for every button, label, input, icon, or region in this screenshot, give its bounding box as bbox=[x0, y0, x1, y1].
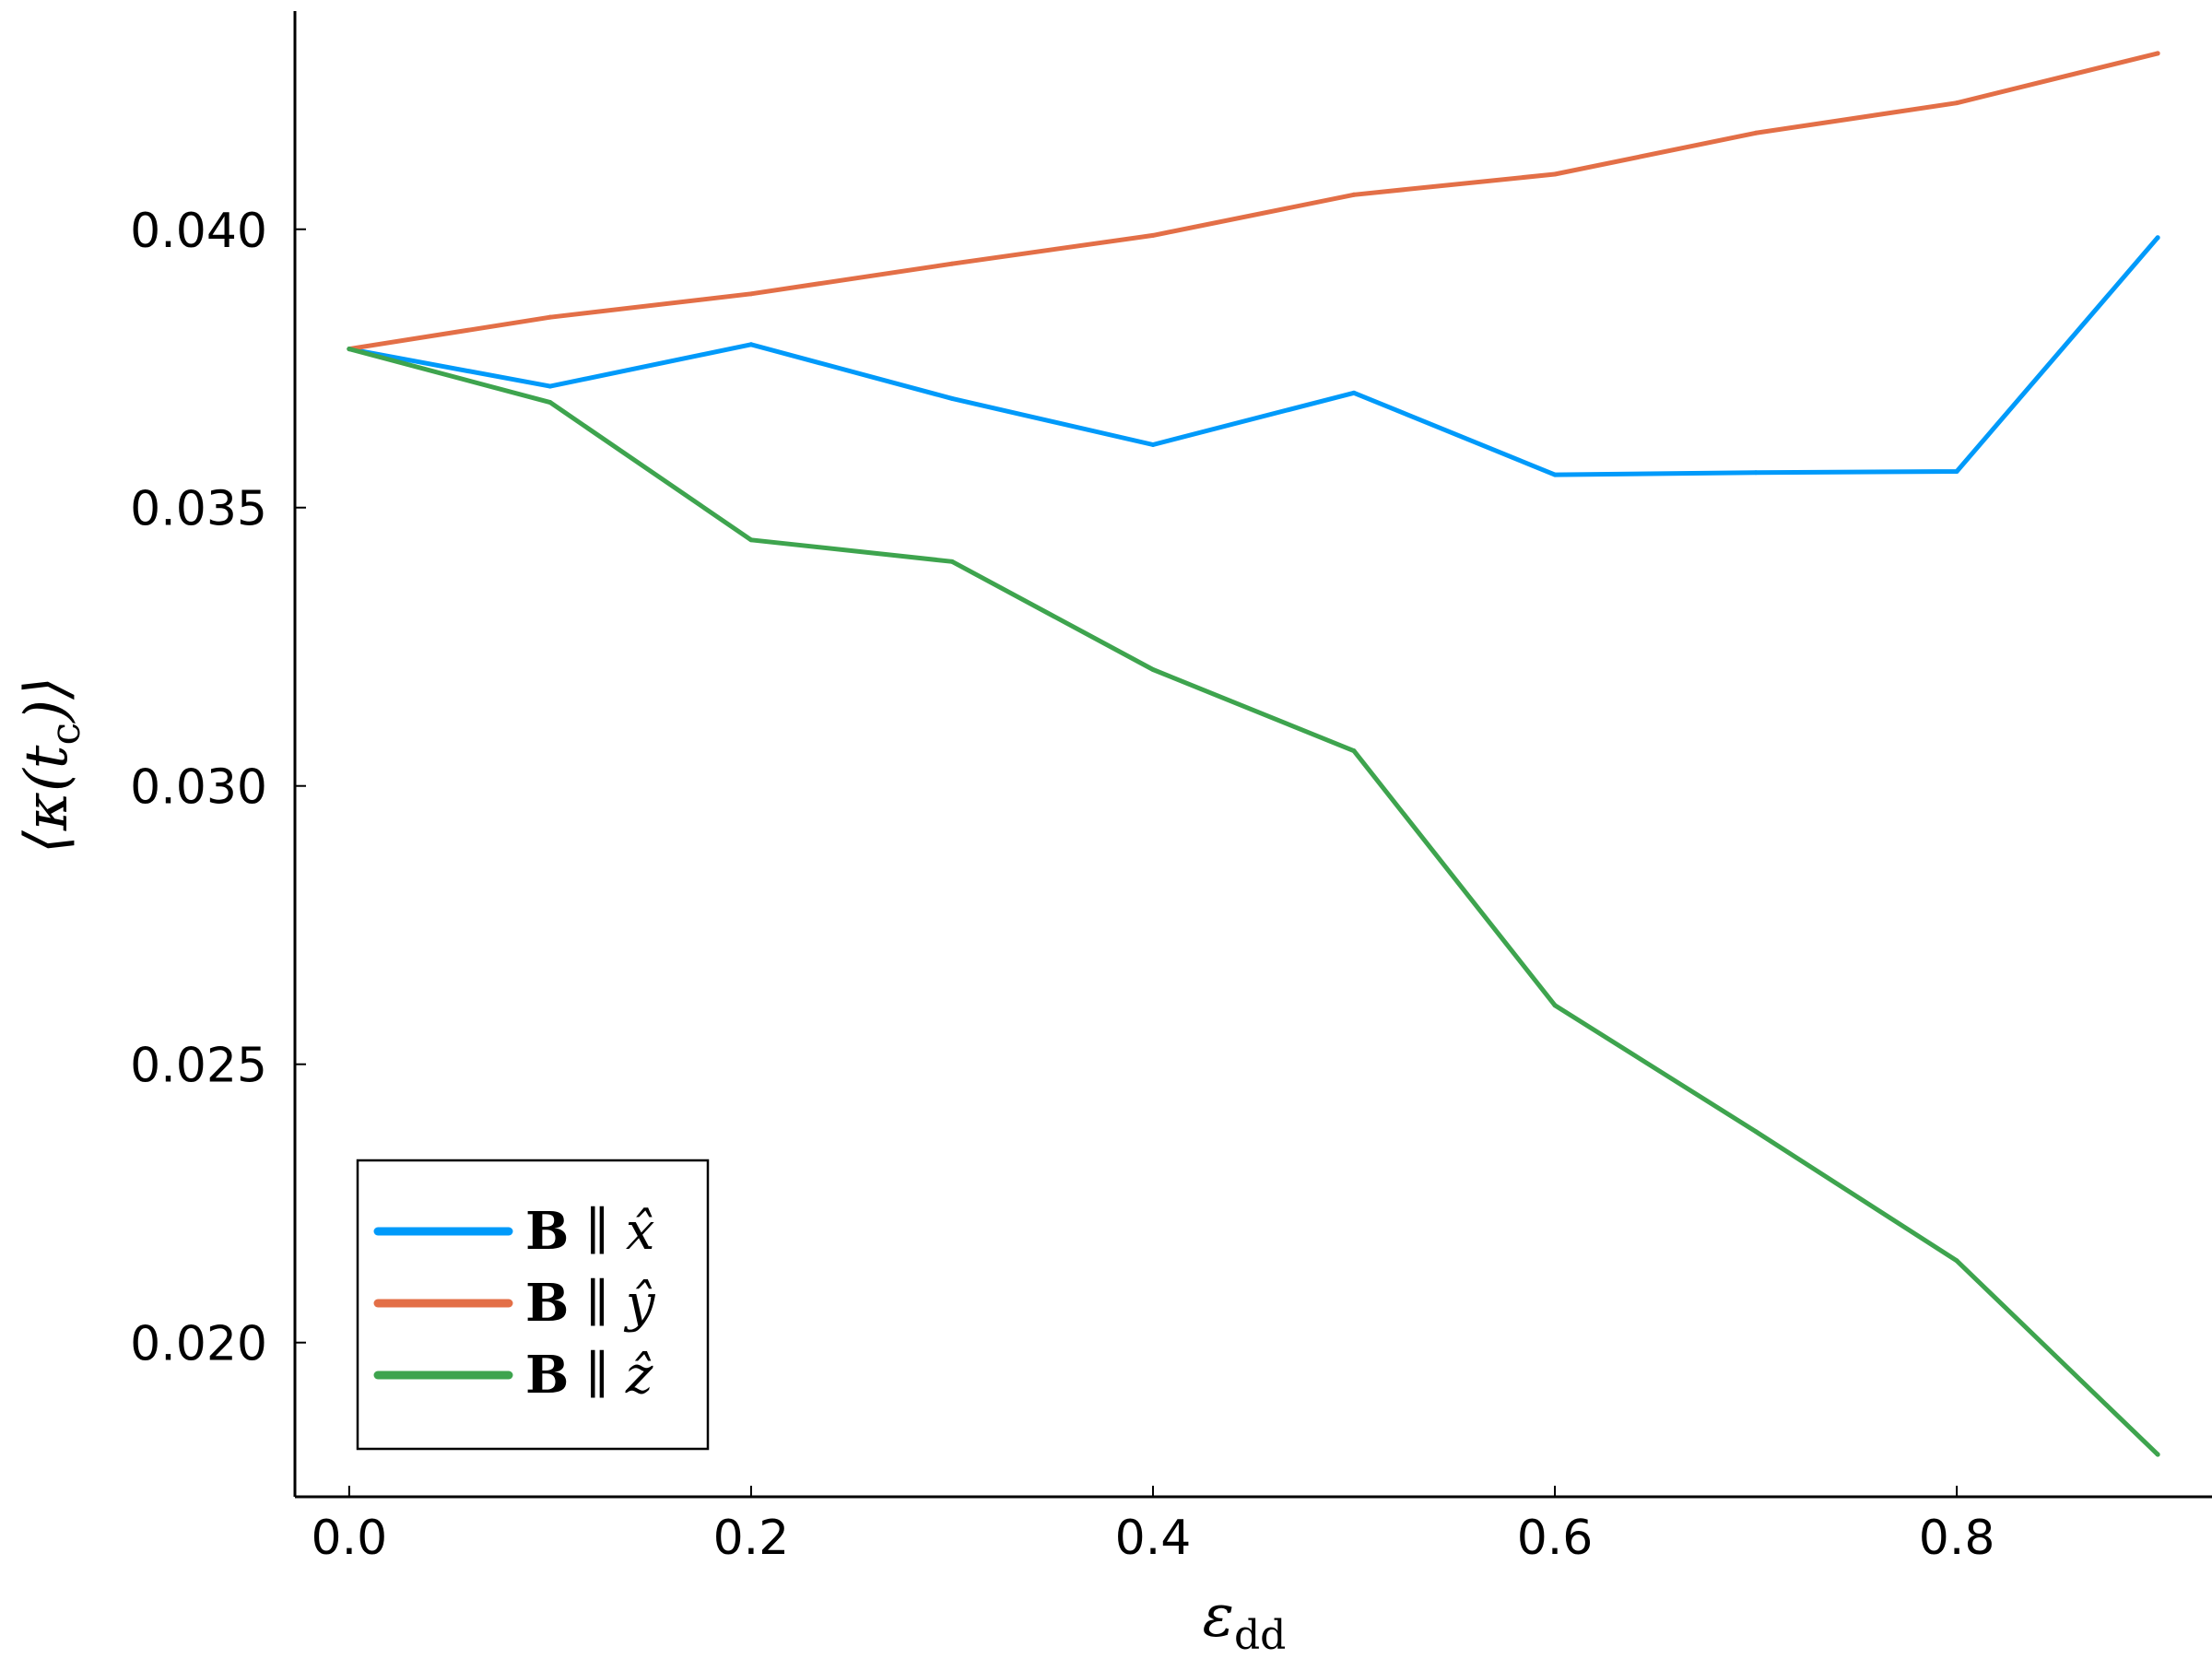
x-tick-label: 0.8 bbox=[1919, 1511, 1995, 1566]
x-ticks: 0.0 0.2 0.4 0.6 0.8 bbox=[312, 1486, 1995, 1566]
data-point-z bbox=[347, 347, 352, 352]
legend-label-z: ∥ ẑ bbox=[569, 1346, 653, 1406]
legend-label-x: ∥ x̂ bbox=[569, 1202, 654, 1262]
legend-label-z-bold: B bbox=[525, 1345, 569, 1406]
data-point-x bbox=[1150, 441, 1156, 447]
x-tick-label: 0.2 bbox=[713, 1511, 790, 1566]
data-point-x bbox=[1753, 470, 1759, 476]
data-point-y bbox=[547, 314, 553, 320]
y-tick-label: 0.030 bbox=[130, 760, 267, 816]
data-point-x bbox=[2155, 235, 2160, 241]
data-point-y bbox=[748, 291, 754, 297]
legend-label-x-bold: B bbox=[525, 1201, 569, 1262]
axes bbox=[293, 11, 2212, 1499]
svg-text:B ∥ ẑ: B ∥ ẑ bbox=[525, 1345, 653, 1406]
x-axis-title-main: ε bbox=[1203, 1583, 1234, 1651]
y-tick-label: 0.025 bbox=[130, 1039, 267, 1094]
legend: B ∥ x̂ B ∥ ŷ B ∥ ẑ bbox=[356, 1159, 710, 1451]
legend-item-z: B ∥ ẑ bbox=[373, 1345, 653, 1406]
series-lines bbox=[347, 51, 2160, 1457]
x-tick-label: 0.6 bbox=[1517, 1511, 1594, 1566]
x-tick-label: 0.0 bbox=[312, 1511, 388, 1566]
data-point-z bbox=[1552, 1003, 1558, 1008]
series-line-z bbox=[347, 347, 2160, 1457]
data-point-z bbox=[1150, 666, 1156, 672]
y-tick-label: 0.035 bbox=[130, 482, 267, 537]
y-axis-title-sub: c bbox=[42, 723, 89, 746]
data-point-z bbox=[1753, 1129, 1759, 1135]
x-tick-label: 0.4 bbox=[1115, 1511, 1192, 1566]
data-point-y bbox=[1150, 232, 1156, 238]
data-point-x bbox=[748, 342, 754, 347]
data-point-x bbox=[1552, 472, 1558, 477]
data-point-x bbox=[1954, 468, 1959, 474]
legend-label-y-bold: B bbox=[525, 1273, 569, 1334]
y-ticks: 0.020 0.025 0.030 0.035 0.040 bbox=[130, 204, 306, 1372]
data-point-y bbox=[2155, 51, 2160, 56]
data-point-z bbox=[748, 537, 754, 543]
legend-item-x: B ∥ x̂ bbox=[373, 1201, 654, 1262]
data-point-x bbox=[1351, 390, 1357, 395]
y-tick-label: 0.020 bbox=[130, 1317, 267, 1372]
data-point-y bbox=[1351, 192, 1357, 197]
data-point-y bbox=[1552, 171, 1558, 177]
data-point-z bbox=[1351, 748, 1357, 754]
data-point-y bbox=[1954, 100, 1959, 106]
data-point-z bbox=[1954, 1258, 1959, 1264]
data-point-x bbox=[949, 395, 955, 401]
y-axis-title-tail: )⟩ bbox=[13, 677, 81, 724]
x-axis-title: εdd bbox=[1203, 1583, 1287, 1659]
x-axis-title-sub: dd bbox=[1234, 1612, 1286, 1659]
y-tick-label: 0.040 bbox=[130, 204, 267, 259]
data-point-z bbox=[2155, 1452, 2160, 1457]
data-point-x bbox=[547, 383, 553, 389]
legend-item-y: B ∥ ŷ bbox=[373, 1273, 656, 1334]
y-axis-title-main: ⟨κ(t bbox=[13, 745, 81, 853]
series-line-y bbox=[347, 51, 2160, 352]
legend-label-y: ∥ ŷ bbox=[569, 1274, 655, 1334]
svg-text:B ∥ ŷ: B ∥ ŷ bbox=[525, 1273, 656, 1334]
data-point-y bbox=[949, 261, 955, 266]
svg-text:B ∥ x̂: B ∥ x̂ bbox=[525, 1201, 654, 1262]
y-axis-title: ⟨κ(tc)⟩ bbox=[13, 677, 89, 853]
data-point-z bbox=[949, 559, 955, 564]
data-point-z bbox=[547, 400, 553, 406]
series-line-x bbox=[347, 235, 2160, 477]
data-point-y bbox=[1753, 130, 1759, 135]
